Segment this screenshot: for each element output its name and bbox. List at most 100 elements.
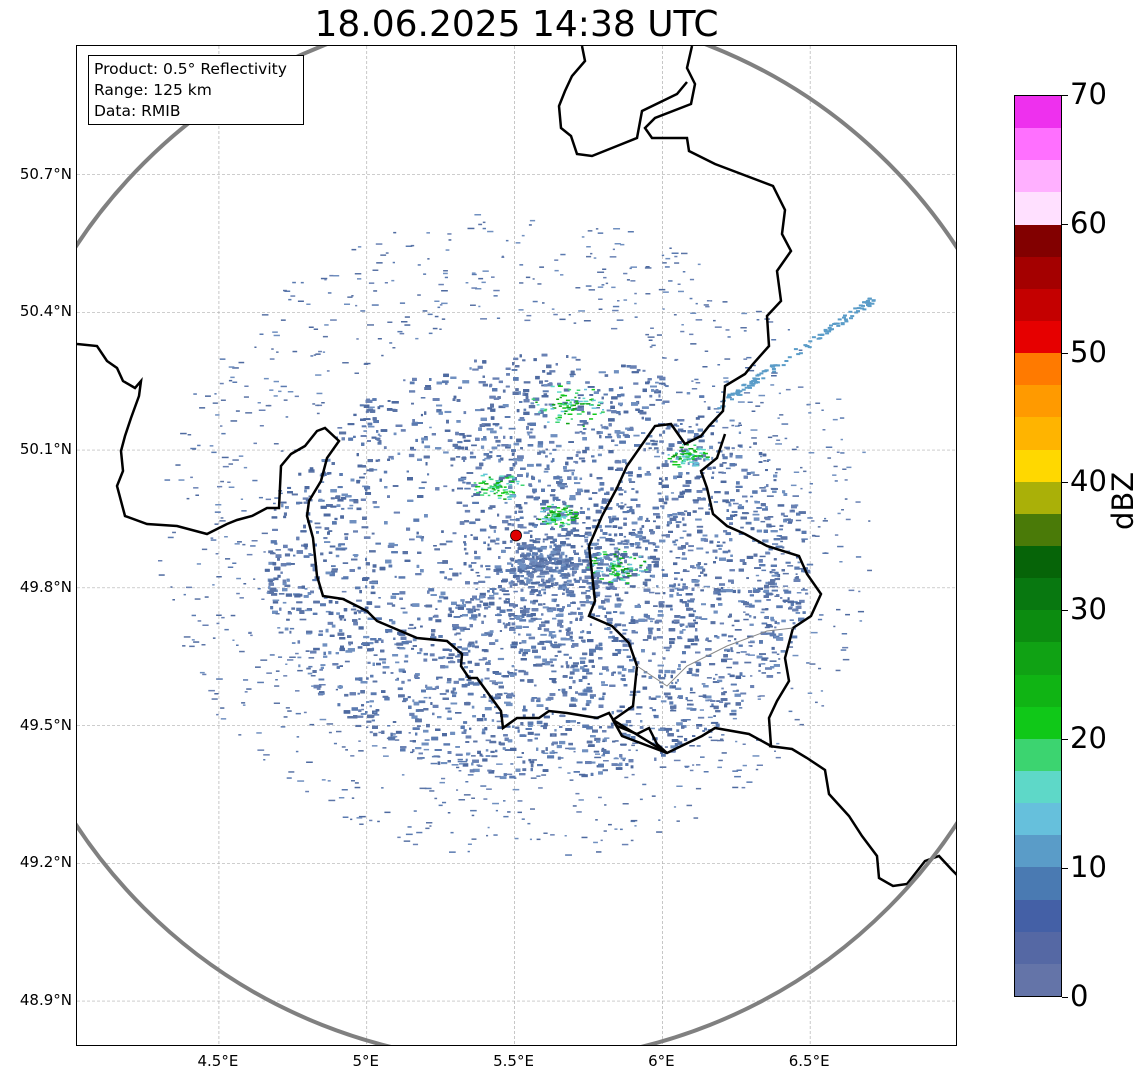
echo-pixel <box>509 540 513 543</box>
echo-pixel <box>622 632 627 635</box>
radar-map[interactable] <box>76 45 957 1046</box>
echo-pixel <box>619 403 623 407</box>
echo-pixel <box>579 430 583 433</box>
echo-pixel <box>718 547 722 550</box>
echo-pixel <box>499 426 503 430</box>
echo-pixel <box>415 438 418 442</box>
echo-pixel <box>719 701 724 704</box>
echo-pixel <box>787 522 793 524</box>
echo-pixel <box>323 596 328 599</box>
echo-pixel <box>766 624 772 627</box>
echo-pixel <box>437 562 444 564</box>
echo-pixel <box>511 523 515 527</box>
echo-pixel <box>609 553 617 556</box>
echo-pixel <box>600 506 604 510</box>
echo-pixel <box>486 455 493 459</box>
echo-pixel <box>388 455 394 459</box>
echo-pixel <box>491 681 498 685</box>
echo-pixel <box>409 623 414 626</box>
echo-pixel <box>534 413 541 416</box>
echo-pixel <box>478 658 485 661</box>
echo-pixel <box>744 661 752 664</box>
echo-pixel <box>467 649 471 653</box>
echo-pixel <box>331 565 336 568</box>
echo-pixel <box>378 459 381 462</box>
echo-pixel <box>698 439 705 443</box>
echo-pixel <box>508 581 513 585</box>
echo-pixel <box>559 740 566 745</box>
echo-pixel <box>402 611 408 614</box>
echo-pixel <box>280 571 283 574</box>
echo-pixel <box>543 451 546 454</box>
echo-pixel <box>482 758 488 762</box>
echo-pixel <box>659 440 664 443</box>
echo-pixel <box>428 696 432 699</box>
echo-pixel <box>581 423 585 426</box>
echo-pixel <box>460 599 465 602</box>
echo-pixel <box>649 574 653 578</box>
echo-pixel <box>741 468 748 472</box>
echo-pixel <box>489 680 497 682</box>
echo-pixel <box>287 486 292 489</box>
echo-pixel <box>487 407 493 410</box>
echo-pixel <box>637 531 643 534</box>
echo-pixel <box>522 652 529 655</box>
echo-pixel <box>511 622 516 626</box>
echo-pixel <box>646 517 649 521</box>
echo-pixel <box>542 538 549 541</box>
echo-pixel <box>616 411 621 414</box>
echo-pixel <box>476 718 484 722</box>
echo-pixel <box>787 597 790 601</box>
echo-pixel <box>721 692 726 696</box>
echo-pixel <box>520 467 526 470</box>
echo-pixel <box>740 526 744 529</box>
echo-pixel <box>498 380 504 384</box>
echo-pixel <box>521 542 527 546</box>
echo-pixel <box>443 451 449 454</box>
echo-pixel <box>289 630 292 634</box>
echo-pixel <box>551 750 555 754</box>
echo-pixel <box>585 516 591 520</box>
echo-pixel <box>427 473 430 476</box>
echo-pixel <box>446 656 454 660</box>
echo-pixel <box>620 757 626 760</box>
echo-pixel <box>528 758 532 762</box>
echo-pixel <box>535 663 543 667</box>
echo-pixel <box>423 729 429 733</box>
echo-pixel <box>539 640 546 643</box>
echo-pixel <box>414 626 417 629</box>
echo-pixel <box>370 591 376 595</box>
echo-pixel <box>496 455 502 458</box>
echo-pixel <box>504 547 512 549</box>
echo-pixel <box>494 436 499 439</box>
echo-pixel <box>375 617 382 621</box>
echo-pixel <box>358 618 361 620</box>
echo-pixel <box>502 540 507 545</box>
echo-pixel <box>670 492 675 494</box>
echo-pixel <box>776 605 783 609</box>
echo-pixel <box>659 378 666 381</box>
reflectivity-echoes <box>158 214 876 856</box>
echo-pixel <box>758 452 763 456</box>
echo-pixel <box>776 468 781 471</box>
echo-pixel <box>565 532 571 537</box>
echo-pixel <box>522 557 530 560</box>
echo-pixel <box>616 597 621 601</box>
echo-pixel <box>511 563 514 567</box>
echo-pixel <box>698 616 702 620</box>
echo-pixel <box>283 544 288 549</box>
echo-pixel <box>697 566 704 570</box>
echo-pixel <box>423 658 428 662</box>
echo-pixel <box>268 561 275 565</box>
echo-pixel <box>452 694 457 698</box>
echo-pixel <box>530 402 535 405</box>
echo-pixel <box>412 638 417 642</box>
echo-pixel <box>282 601 287 604</box>
echo-pixel <box>674 539 679 542</box>
echo-pixel <box>513 604 518 607</box>
echo-pixel <box>626 365 631 368</box>
echo-pixel <box>610 722 614 727</box>
echo-pixel <box>277 574 281 578</box>
echo-pixel <box>423 696 428 699</box>
echo-pixel <box>469 455 477 459</box>
